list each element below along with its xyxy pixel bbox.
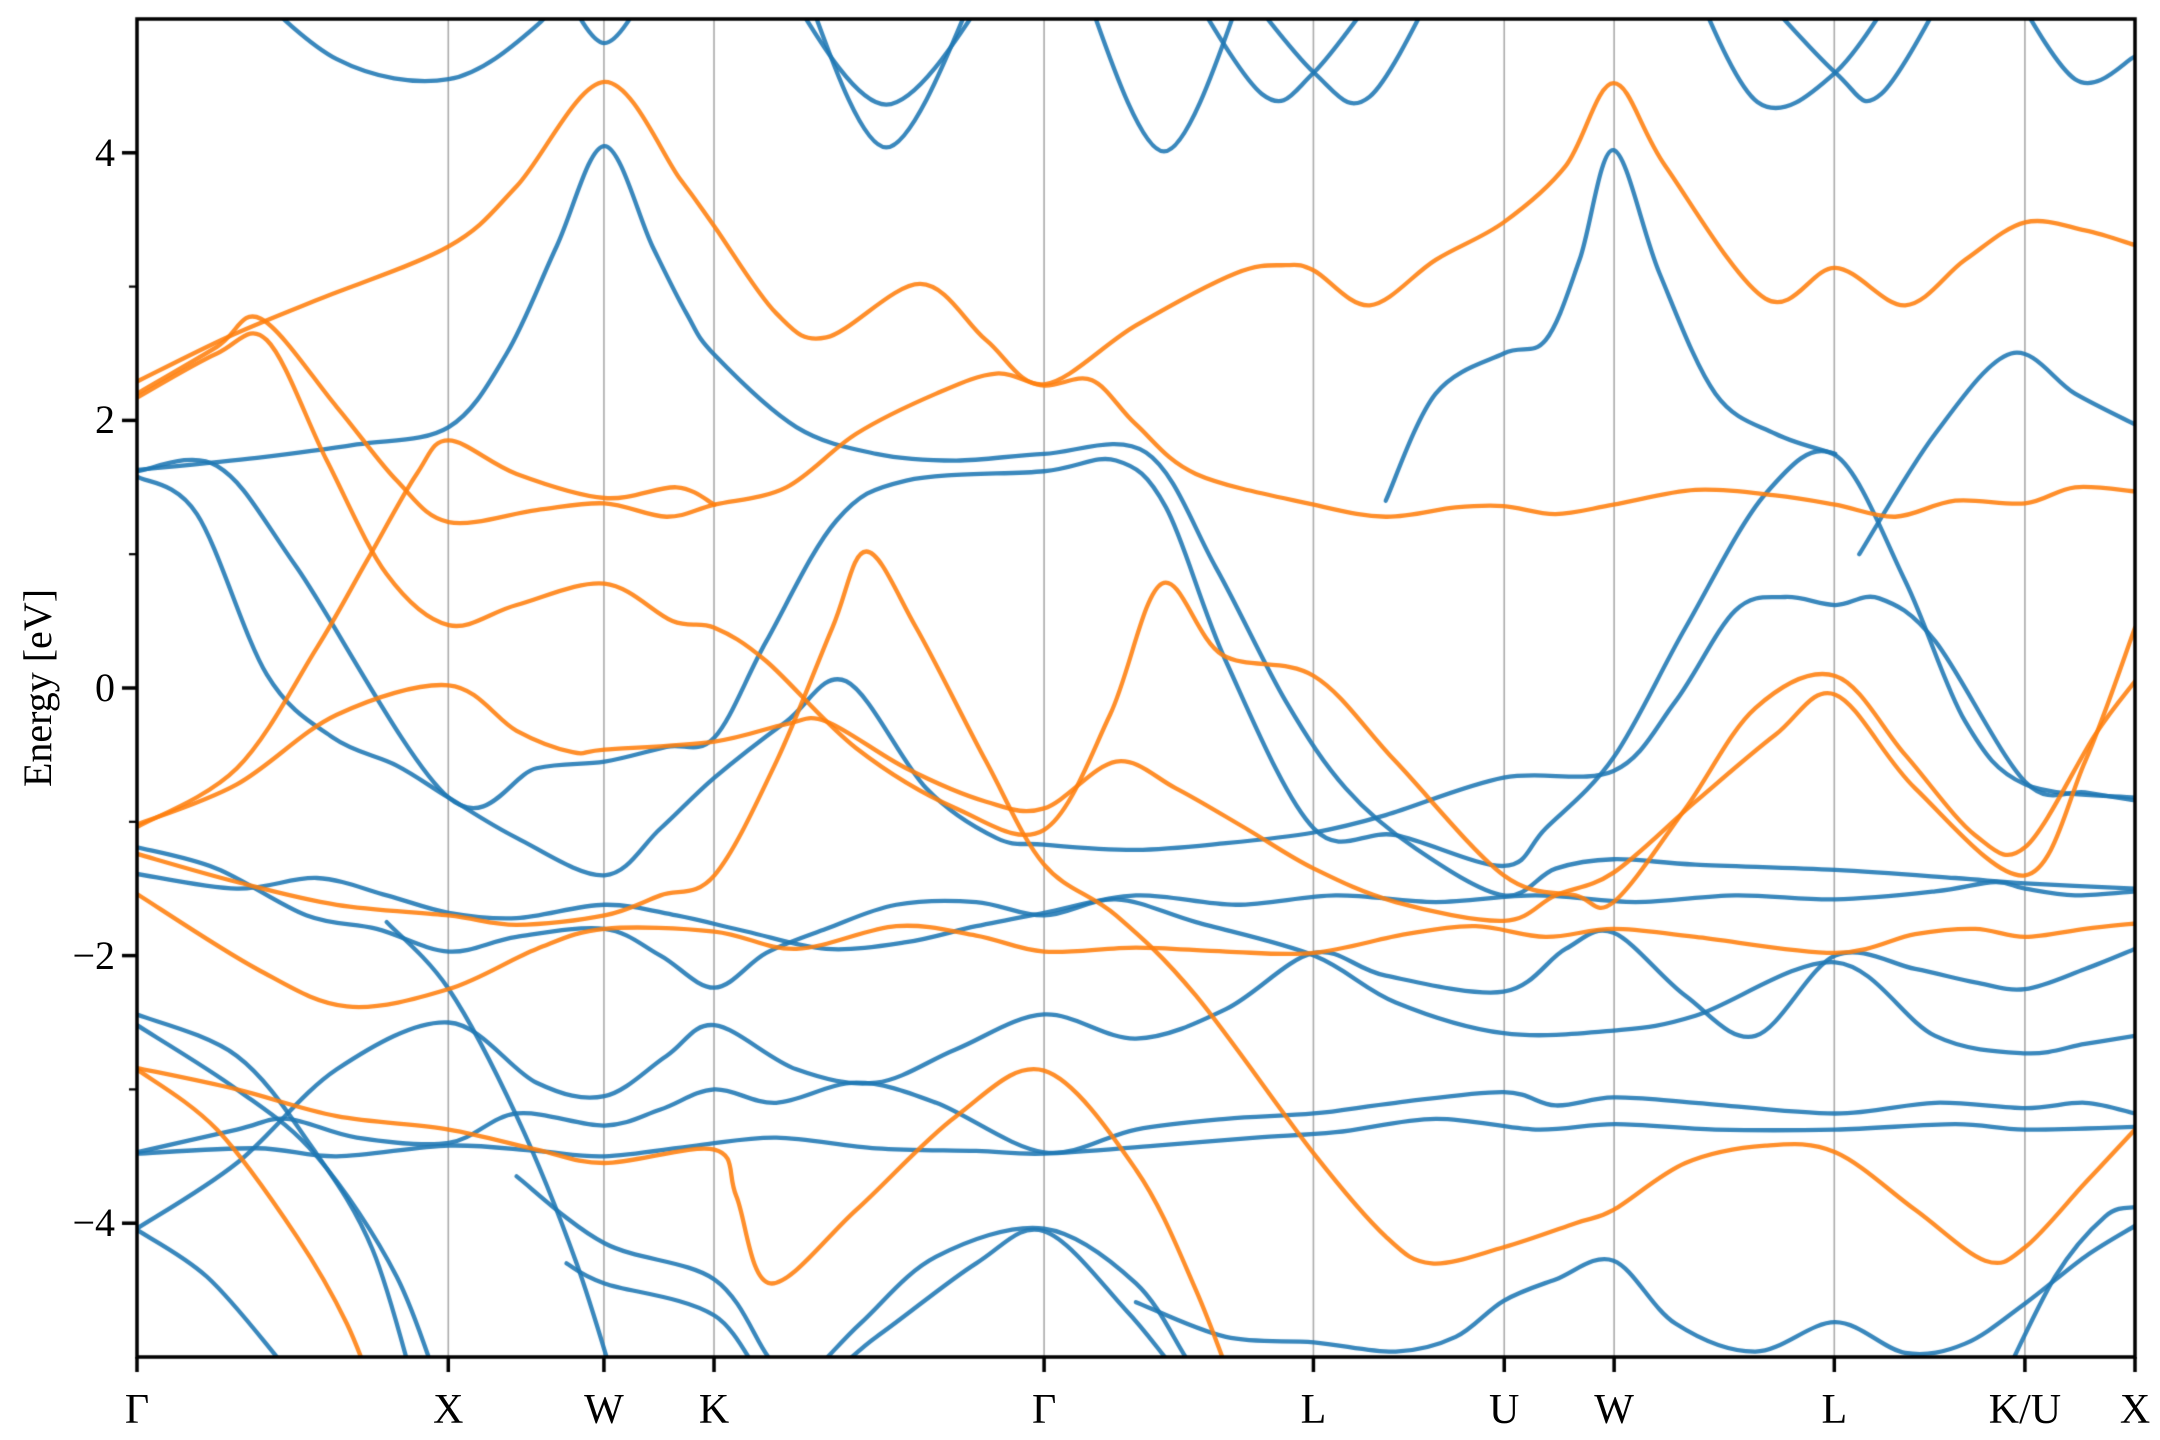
y-tick-label: 4 [95,129,115,175]
x-tick-label: K [698,1387,730,1433]
x-tick-label: W [584,1387,624,1433]
x-tick-label: L [1821,1387,1848,1433]
y-tick-label: 0 [95,665,115,710]
x-tick-label: Γ [124,1387,150,1433]
x-tick-label: Γ [1031,1387,1057,1433]
x-tick-label: U [1489,1387,1520,1433]
x-tick-label: W [1594,1387,1634,1433]
y-tick-label: 2 [95,397,115,443]
x-tick-label: X [433,1387,464,1433]
y-tick-label: −2 [72,932,115,978]
x-tick-label: L [1300,1387,1327,1433]
x-tick-label: X [2119,1387,2151,1433]
x-tick-label: K/U [1988,1387,2062,1433]
y-tick-label: −4 [72,1200,115,1246]
